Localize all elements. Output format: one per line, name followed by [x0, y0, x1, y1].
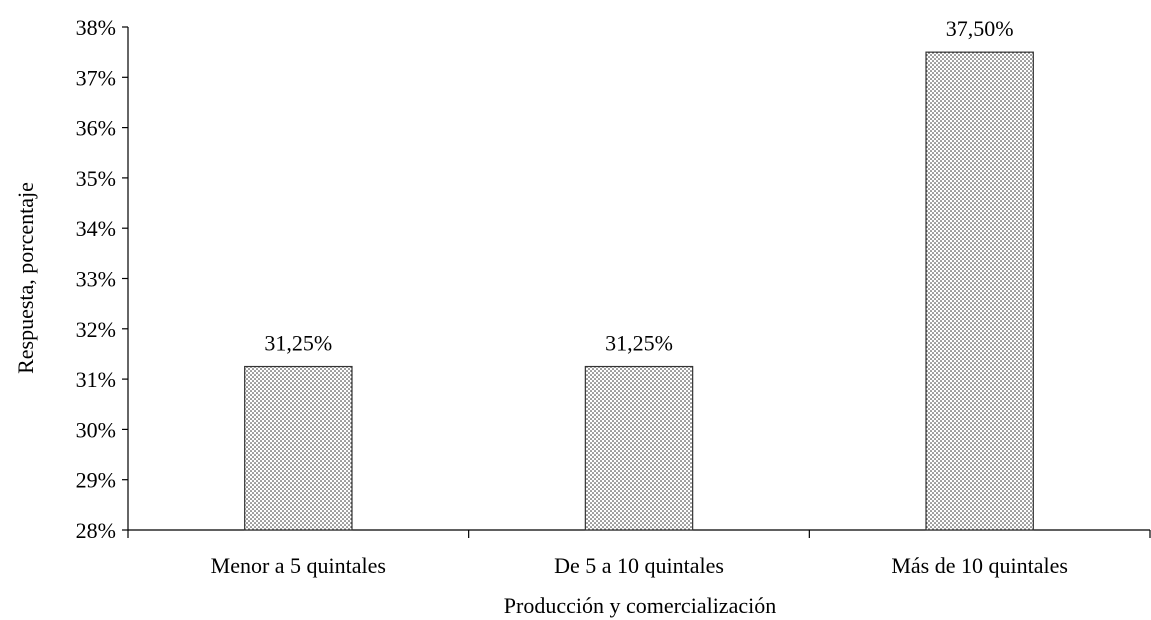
y-tick-label: 38% [76, 15, 116, 40]
x-axis: Menor a 5 quintales De 5 a 10 quintales Má… [127, 529, 1151, 578]
y-axis-title: Respuesta, porcentaje [13, 182, 38, 374]
bar-value-label: 37,50% [946, 16, 1014, 41]
y-tick-label: 30% [76, 417, 116, 442]
y-tick-label: 32% [76, 317, 116, 342]
y-axis: 28% 29% 30% 31% 32% 33% 34% 35% 36% 37% 38% [76, 15, 129, 543]
x-tick-label: Más de 10 quintales [891, 553, 1068, 578]
x-tick-label: De 5 a 10 quintales [554, 553, 724, 578]
y-tick-label: 34% [76, 216, 116, 241]
bars [244, 51, 1034, 531]
bar-value-label: 31,25% [264, 331, 332, 356]
bar-value-label: 31,25% [605, 331, 673, 356]
y-tick-label: 33% [76, 267, 116, 292]
y-tick-label: 35% [76, 166, 116, 191]
bar [925, 51, 1034, 531]
y-tick-label: 28% [76, 518, 116, 543]
data-labels: 31,25% 31,25% 37,50% [264, 16, 1013, 355]
x-tick-label: Menor a 5 quintales [211, 553, 386, 578]
x-axis-title: Producción y comercialización [504, 593, 776, 618]
y-tick-label: 31% [76, 367, 116, 392]
bar [244, 365, 353, 531]
y-tick-label: 29% [76, 468, 116, 493]
bar [584, 365, 694, 531]
y-tick-label: 37% [76, 65, 116, 90]
y-tick-label: 36% [76, 116, 116, 141]
